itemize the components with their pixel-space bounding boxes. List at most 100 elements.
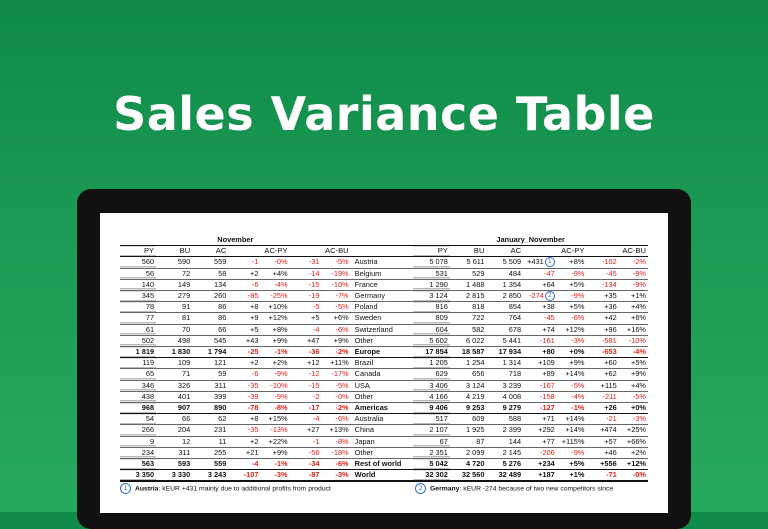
variance-tables: November January_November PY BU AC AC-PY AC-BU… [120,235,648,483]
ytd-ac-py-pct: +9% [556,357,587,370]
ytd-ac-py-pct: -1% [556,402,587,415]
ytd-ac: 588 [486,413,524,426]
november-ac: 890 [192,402,229,415]
ytd-py: 2 351 [413,447,450,460]
ytd-ac: 32 489 [486,469,524,483]
ytd-ac-bu-abs: +36 [586,301,619,314]
ytd-py: 32 302 [413,469,450,483]
ytd-ac: 5 276 [486,458,524,471]
november-py: 140 [120,279,157,292]
ytd-ac-bu-pct: +25% [618,424,648,437]
ytd-ac-py-pct: -3% [556,335,587,348]
ytd-ac-bu-pct: +66% [618,436,648,448]
ytd-ac-bu-abs: -45 [586,268,619,280]
table-row: 345 279 260 -85 -25% -19 -7% Germany 3 124 2 815 2… [120,290,648,303]
ytd-ac-py-pct: +115% [556,436,587,448]
ytd-ac: 2 850 [486,290,524,303]
ytd-ac-bu-pct: +6% [618,312,648,325]
november-py: 3 350 [120,469,157,483]
november-ac-py-abs: +5 [228,324,261,336]
ytd-py: 1 290 [413,279,450,292]
november-ac-py-abs: -25 [228,346,261,359]
november-py: 65 [120,368,157,381]
november-ac-bu-abs: -4 [289,413,322,426]
november-ac-bu-pct: +13% [321,424,351,437]
ytd-ac-bu-abs: +46 [586,447,619,460]
november-py: 346 [120,380,157,392]
row-label: Other [350,335,414,348]
ytd-ac-bu-abs: -21 [586,413,619,426]
november-ac: 399 [192,391,229,404]
november-ac-bu-pct: -5% [321,256,351,269]
november-ac: 86 [192,312,229,325]
table-row: 234 311 255 +21 +9% -56 -18% Other 2 351 2 099 2 1… [120,447,648,460]
note-1-text: : kEUR +431 mainly due to additional pro… [158,485,331,493]
ytd-ac-py-abs: +80 [523,346,557,359]
ytd-ac-py-pct: +1% [556,469,587,483]
ytd-ac-bu-abs: +42 [586,312,619,325]
note-1-subject: Austria [135,485,159,493]
november-ac-py-pct: -1% [260,346,290,359]
november-ac: 59 [192,368,229,381]
ytd-ac: 5 509 [486,256,524,269]
november-ac-bu-abs: -5 [289,301,322,314]
november-ac-py-pct: -1% [260,458,290,471]
november-bu: 907 [156,402,193,415]
ytd-ac: 9 279 [486,402,524,415]
period-ytd: January_November [496,235,565,244]
ytd-ac-py-abs: -167 [523,380,557,392]
ytd-py: 4 166 [413,391,450,404]
ytd-py: 9 406 [413,402,450,415]
november-ac-bu-pct: -5% [321,380,351,392]
november-ac: 11 [192,436,229,448]
november-py: 502 [120,335,157,348]
ytd-ac-py-abs: +64 [523,279,557,292]
ytd-ac-py-abs: +187 [523,469,557,483]
table-row: 9 12 11 +2 +22% -1 -8% Japan 67 87 144 +77 +115% +57 +… [120,436,648,448]
row-label: Americas [350,402,414,415]
november-ac-py-pct: +2% [260,357,290,370]
ytd-ac-bu-pct: +12% [618,458,648,471]
row-label: Other [350,447,414,460]
november-ac-bu-abs: -31 [289,256,322,269]
ytd-ac-bu-pct: -2% [618,256,648,269]
row-label: Austria [350,256,414,269]
ytd-ac-bu-pct: -5% [618,391,648,404]
november-bu: 149 [156,279,193,292]
ytd-ac-bu-abs: +474 [586,424,619,437]
table-row: 54 66 62 +8 +15% -4 -6% Australia 517 609 588 +71 +1… [120,413,648,426]
november-ac-bu-pct: -3% [321,469,351,483]
ytd-py: 816 [413,301,450,314]
note-1: 1 Austria: kEUR +431 mainly due to additi… [120,483,331,494]
ytd-bu: 582 [449,324,487,336]
november-ac: 255 [192,447,229,460]
november-py: 438 [120,391,157,404]
ytd-ac-py-pct: -5% [556,380,587,392]
ytd-ac-bu-abs: -581 [586,335,619,348]
november-ac-bu-pct: -2% [321,346,351,359]
november-ac: 62 [192,413,229,426]
table-row: 140 149 134 -6 -4% -15 -10% France 1 290 1 488 1 3… [120,279,648,292]
ytd-ac-py-pct: +14% [556,424,587,437]
header-row: PY BU AC AC-PY AC-BU PY BU AC AC-PY AC-BU [120,245,648,258]
november-bu: 66 [156,413,193,426]
november-ac-py-abs: -35 [228,424,261,437]
ytd-py: 604 [413,324,450,336]
november-ac-bu-pct: -6% [321,413,351,426]
november-py: 56 [120,268,157,280]
table-row: 56 72 58 +2 +4% -14 -19% Belgium 531 529 484 -47 -9%… [120,268,648,280]
ytd-py: 3 124 [413,290,450,303]
november-ac-py-abs: +9 [228,312,261,325]
november-ac: 231 [192,424,229,437]
ytd-ac-py-abs: +74 [523,324,557,336]
november-bu: 1 830 [156,346,193,359]
ytd-ac-bu-abs: +62 [586,368,619,381]
november-ac: 545 [192,335,229,348]
row-label: Australia [350,413,414,426]
november-ac-py-abs: -78 [228,402,261,415]
ytd-ac-py-abs: +89 [523,368,557,381]
ytd-bu: 3 124 [449,380,487,392]
ytd-py: 5 078 [413,256,450,269]
row-label: Japan [350,436,414,448]
ytd-ac-py-abs: +431 1 [523,256,557,269]
